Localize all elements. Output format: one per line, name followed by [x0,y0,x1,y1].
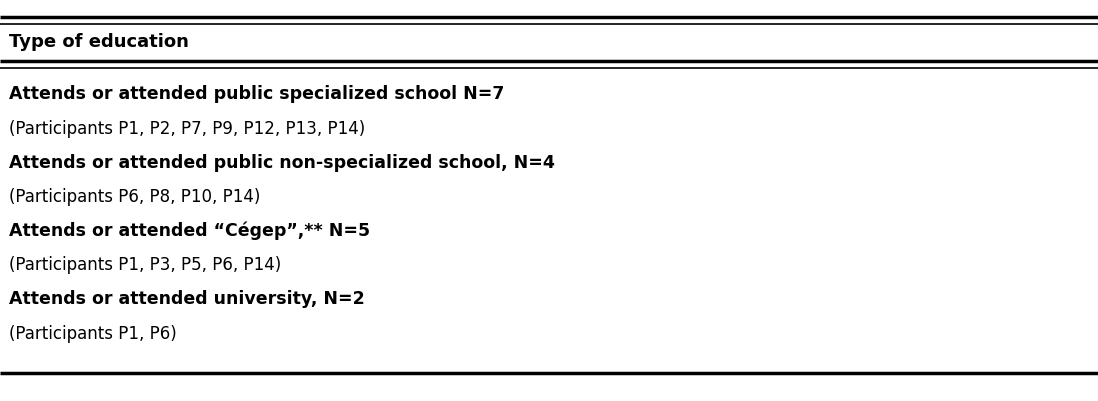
Text: (Participants P1, P2, P7, P9, P12, P13, P14): (Participants P1, P2, P7, P9, P12, P13, … [9,119,365,137]
Text: (Participants P6, P8, P10, P14): (Participants P6, P8, P10, P14) [9,188,260,205]
Text: Attends or attended public non-specialized school, N=4: Attends or attended public non-specializ… [9,154,554,171]
Text: (Participants P1, P6): (Participants P1, P6) [9,324,177,342]
Text: (Participants P1, P3, P5, P6, P14): (Participants P1, P3, P5, P6, P14) [9,256,281,273]
Text: Attends or attended public specialized school N=7: Attends or attended public specialized s… [9,85,504,103]
Text: Attends or attended “Cégep”,** N=5: Attends or attended “Cégep”,** N=5 [9,221,370,240]
Text: Attends or attended university, N=2: Attends or attended university, N=2 [9,290,365,308]
Text: Type of education: Type of education [9,33,189,51]
